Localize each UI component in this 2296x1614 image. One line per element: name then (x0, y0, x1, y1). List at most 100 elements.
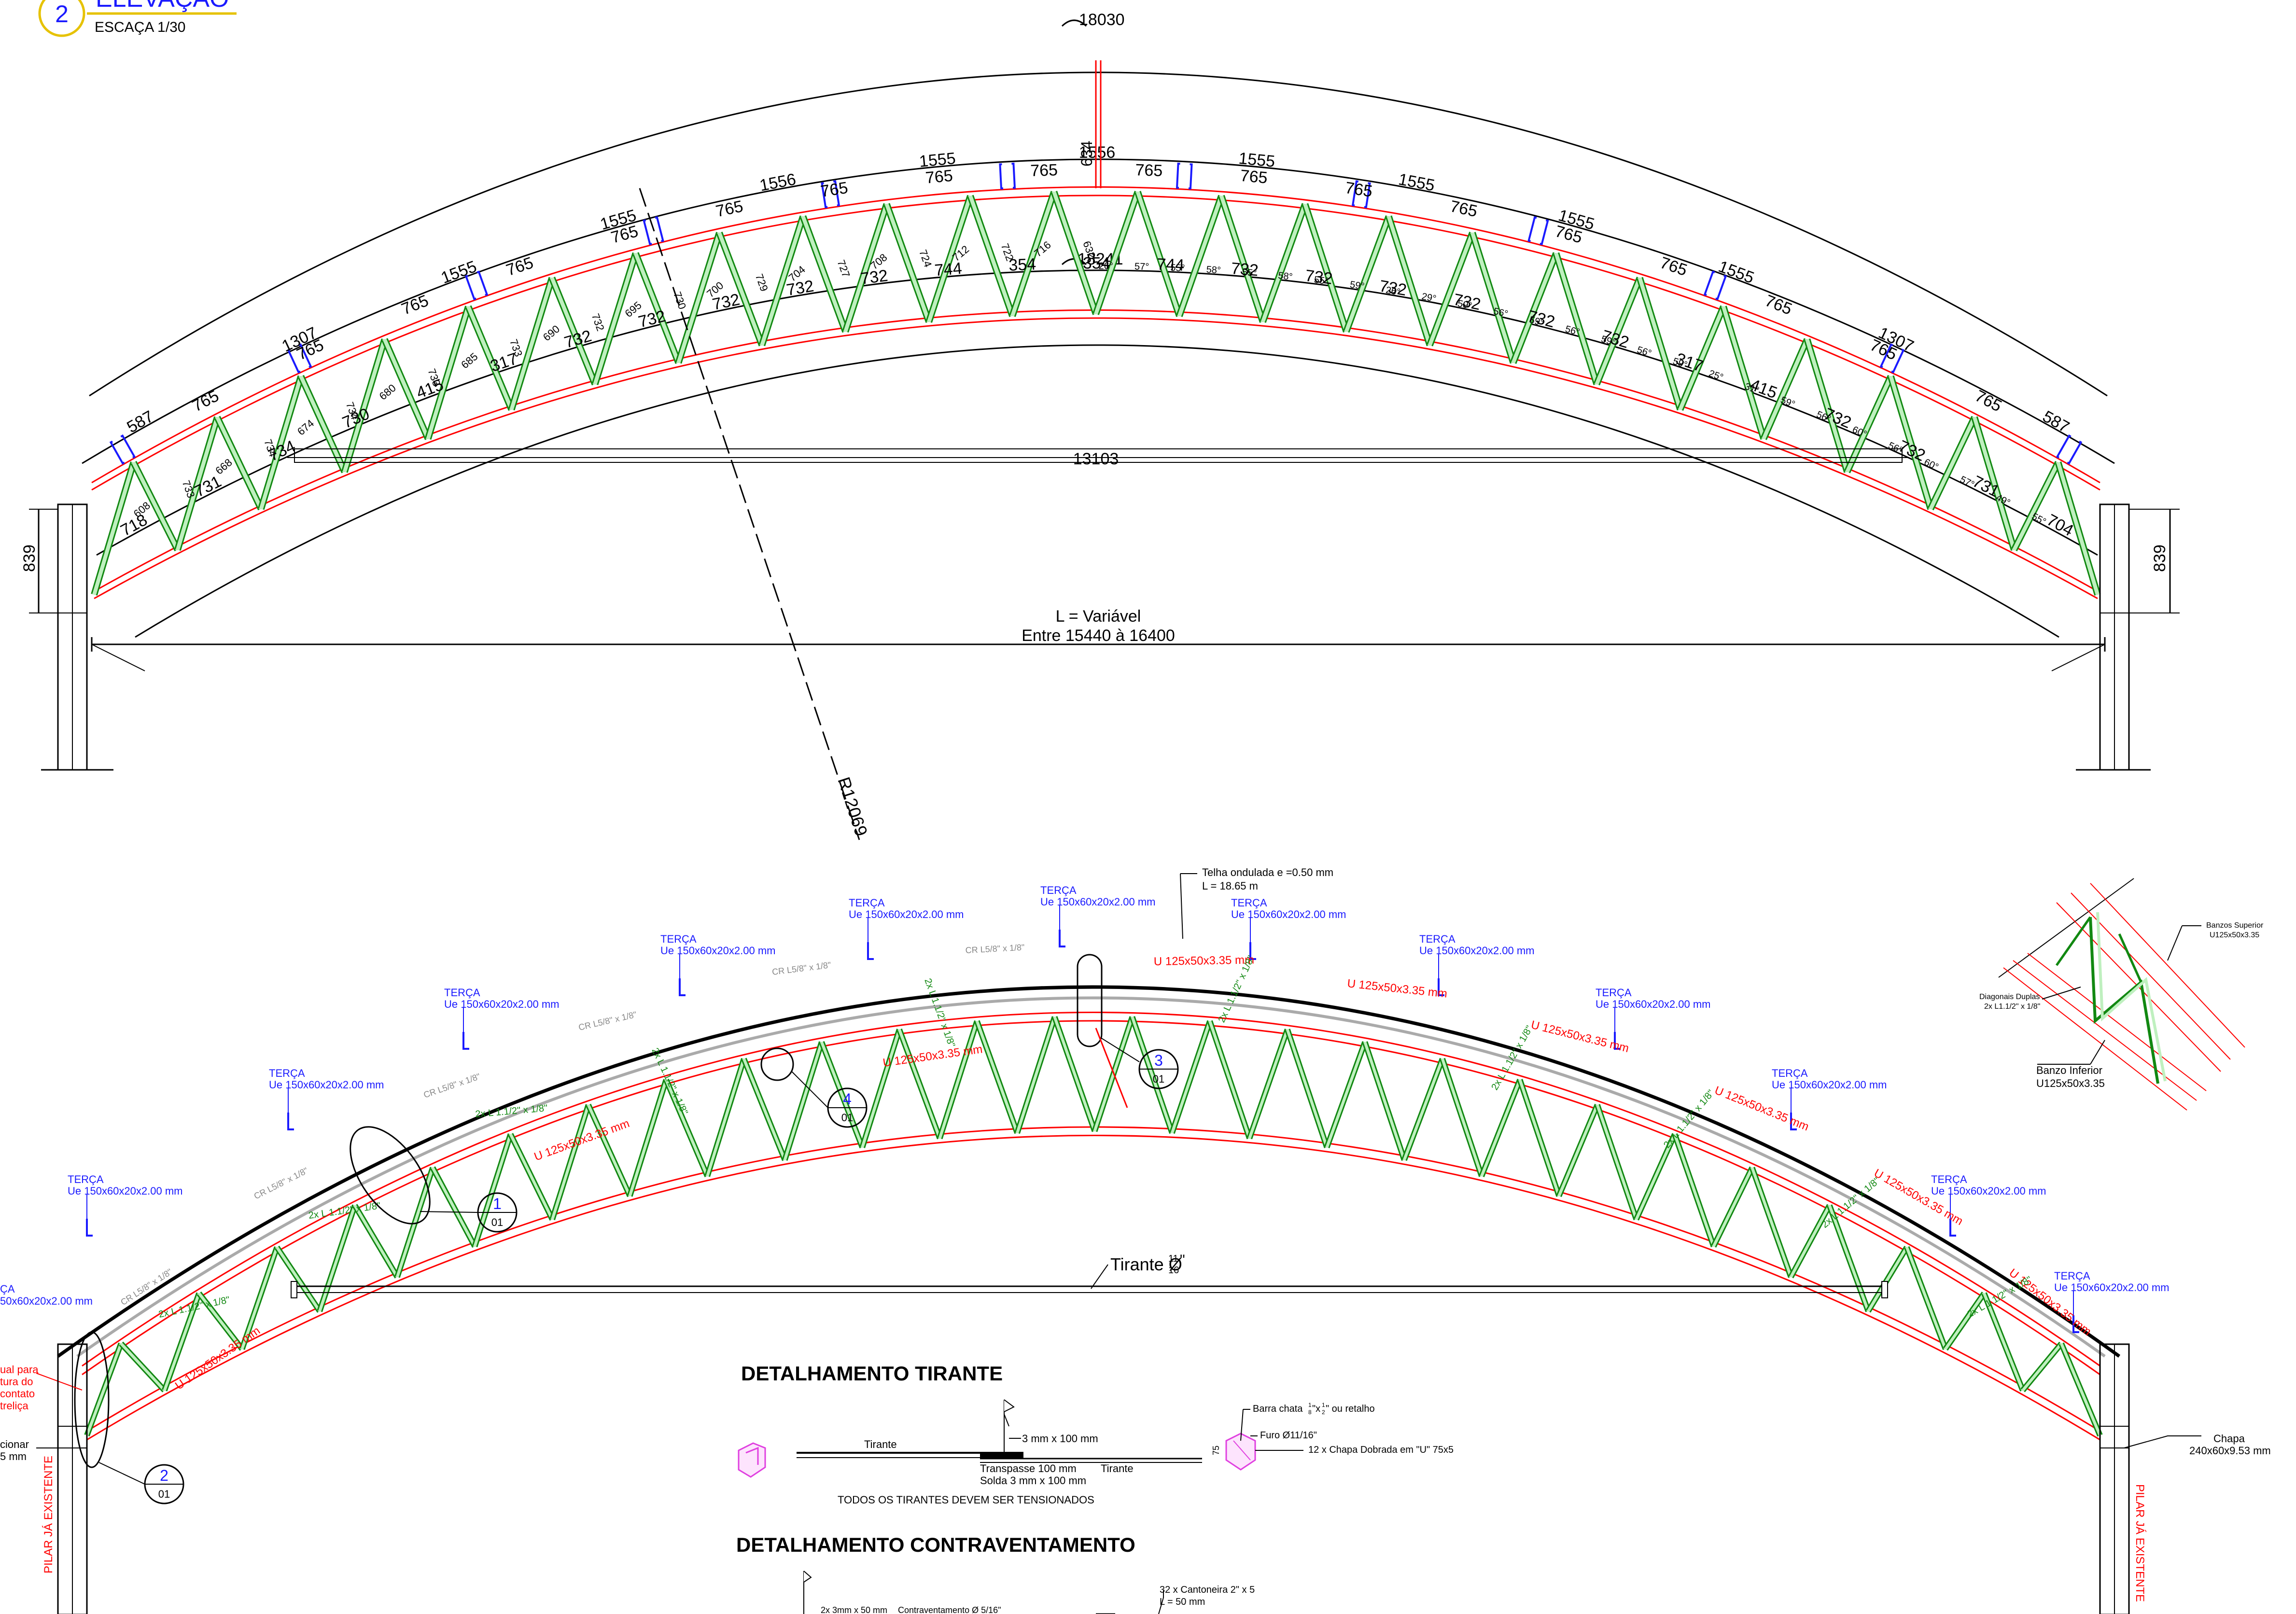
dim-765-2: 765 (399, 292, 431, 319)
right-pillar: PILAR JÁ EXISTENTE (2099, 1343, 2146, 1614)
callout-2-num: 2 (160, 1467, 168, 1484)
tie-size-den: 16 (1168, 1265, 1179, 1276)
callout-1-num: 1 (493, 1195, 502, 1212)
elev-purlin-6 (1176, 162, 1193, 190)
angle-1: 57° (1134, 261, 1149, 272)
dim-765-14: 765 (1658, 253, 1690, 279)
inset-diag: Diagonais Duplas (1979, 993, 2040, 1001)
dim-765-17: 765 (1972, 387, 2005, 416)
elev-purlin-8 (1527, 216, 1549, 246)
purlin-label-10: TERÇA (1931, 1173, 1967, 1185)
diag-dim-15: 729 (753, 272, 770, 293)
inset-bottom-chord-spec: U125x50x3.35 (2036, 1077, 2105, 1089)
angle-9: 29° (1421, 291, 1437, 304)
purlin-label-11: TERÇA (2054, 1270, 2090, 1282)
tie-detail-bar-num2: 1 (1322, 1402, 1325, 1408)
brace-detail-angle: 32 x Cantoneira 2" x 5 (1160, 1585, 1255, 1595)
tie-detail-bar: Barra chata (1253, 1404, 1303, 1414)
tie-detail-tirante: Tirante (864, 1438, 897, 1450)
purlin-spec-5: Ue 150x60x20x2.00 mm (1040, 896, 1155, 908)
angle-4: 55° (1242, 267, 1257, 279)
brace-detail-weld: 2x 3mm x 50 mm (821, 1605, 887, 1614)
callout-1: 1 01 (350, 1126, 518, 1233)
diag-dim-4: 674 (295, 417, 316, 438)
diag-dim-11: 732 (589, 312, 607, 333)
purlin-spec-11: Ue 150x60x20x2.00 mm (2054, 1281, 2169, 1294)
left-edge-purlin: ÇA (0, 1283, 15, 1295)
title-circle (38, 0, 85, 37)
mid-vertical-dim: 634 (1078, 141, 1095, 167)
purlin-label-7: TERÇA (1419, 933, 1456, 945)
outer-dim-4: 1556 (758, 170, 797, 195)
roof-note: Telha ondulada e =0.50 mm (1202, 866, 1333, 878)
angle-0: 26° (1099, 261, 1113, 271)
angle-8: 26° (1385, 285, 1401, 298)
left-note-1: ual para (0, 1364, 39, 1376)
detail-inset: Banzos Superior U125x50x3.35 Diagonais D… (1979, 878, 2264, 1111)
elev-purlin-4 (821, 180, 840, 209)
lower-dim-11: 744 (934, 259, 963, 280)
elevation-purlins (109, 162, 2083, 465)
angle-23: 60° (1922, 457, 1940, 473)
purlin-spec-6: Ue 150x60x20x2.00 mm (1231, 908, 1346, 920)
purlin-spec-7: Ue 150x60x20x2.00 mm (1419, 945, 1534, 957)
lower-dim-17: 732 (1378, 277, 1408, 299)
left-edge-spec: 50x60x20x2.00 mm (0, 1295, 93, 1307)
purlin-spec-0: Ue 150x60x20x2.00 mm (68, 1185, 182, 1197)
purlin-spec-10: Ue 150x60x20x2.00 mm (1931, 1185, 2046, 1197)
tie-detail-tirante2: Tirante (1101, 1462, 1134, 1475)
brace-label-6: CR L5/8" x 1/8" (119, 1267, 174, 1308)
left-note-4: treliça (0, 1400, 28, 1412)
tie-detail-weld2: Solda 3 mm x 100 mm (980, 1475, 1086, 1487)
dim-765-6: 765 (819, 179, 849, 201)
callout-1-sheet: 01 (491, 1216, 503, 1228)
left-pillar: PILAR JÁ EXISTENTE (42, 1343, 88, 1614)
elev-purlin-7 (1351, 180, 1371, 209)
title-text: ELEVAÇÃO (96, 0, 229, 13)
elev-purlin-0 (109, 434, 136, 465)
elev-purlin-2 (464, 270, 489, 301)
tie-detail-overlap: Transpasse 100 mm (980, 1462, 1077, 1475)
left-column (41, 503, 113, 771)
tie-detail-dim75: 75 (1211, 1446, 1221, 1455)
tie-detail-bar-end: " ou retalho (1326, 1404, 1375, 1414)
brace-detail-angle-len: L = 50 mm (1160, 1597, 1205, 1607)
purlin-spec-8: Ue 150x60x20x2.00 mm (1596, 998, 1710, 1010)
brace-detail-brace: Contraventamento Ø 5/16" (898, 1605, 1001, 1614)
left-note-2: tura do (0, 1376, 33, 1388)
elev-purlin-9 (1703, 270, 1727, 301)
roof-length: L = 18.65 m (1202, 880, 1258, 892)
dim-765-5: 765 (714, 197, 744, 221)
purlin-spec-4: Ue 150x60x20x2.00 mm (849, 908, 964, 920)
span-line-dim: 13103 (1073, 450, 1119, 468)
lower-dim-0: 718 (118, 511, 151, 540)
brace-label-5: CR L5/8" x 1/8" (252, 1166, 310, 1201)
purlin-label-9: TERÇA (1772, 1067, 1808, 1079)
purlin-label-8: TERÇA (1596, 987, 1632, 999)
inset-diag-spec: 2x L1.1/2" x 1/8" (1984, 1002, 2040, 1011)
plate-spec: 240x60x9.53 mm (2189, 1445, 2271, 1457)
diag-label-4: 2x L 1.1/2" x 1/8" (308, 1200, 381, 1221)
dim-765-15: 765 (1763, 292, 1795, 319)
drawing-header: 2 ELEVAÇÃO ESCAÇA 1/30 (38, 0, 237, 37)
tie-detail-bar-mid: "x (1312, 1404, 1320, 1414)
lower-dim-16: 732 (1304, 266, 1333, 288)
elev-purlin-11 (2056, 434, 2083, 465)
diag-dim-6: 680 (377, 382, 398, 403)
outer-dim-10: 1555 (1716, 257, 1756, 287)
lower-dim-15: 732 (1230, 259, 1259, 280)
tie-detail-plates: 12 x Chapa Dobrada em "U" 75x5 (1308, 1445, 1454, 1455)
callout-3-sheet: 01 (1153, 1073, 1164, 1085)
tie-label: Tirante Ø (1110, 1254, 1182, 1274)
lower-dim-10: 732 (859, 266, 889, 288)
left-pillar-label: PILAR JÁ EXISTENTE (42, 1456, 55, 1573)
angle-15: 56° (1636, 345, 1652, 359)
tie-detail-bar-num: 1 (1308, 1402, 1312, 1408)
